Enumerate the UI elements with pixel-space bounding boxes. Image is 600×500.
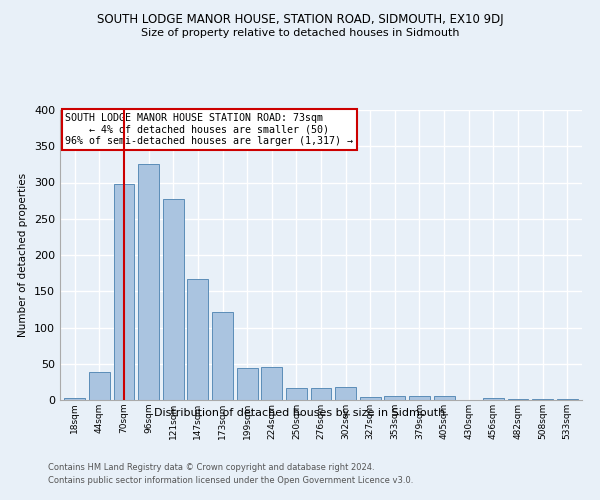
Text: Distribution of detached houses by size in Sidmouth: Distribution of detached houses by size … — [154, 408, 446, 418]
Text: Size of property relative to detached houses in Sidmouth: Size of property relative to detached ho… — [141, 28, 459, 38]
Bar — [138, 164, 159, 400]
Bar — [409, 396, 430, 400]
Bar — [385, 396, 406, 400]
Bar — [434, 396, 455, 400]
Text: SOUTH LODGE MANOR HOUSE, STATION ROAD, SIDMOUTH, EX10 9DJ: SOUTH LODGE MANOR HOUSE, STATION ROAD, S… — [97, 12, 503, 26]
Bar — [483, 398, 504, 400]
Bar — [335, 387, 356, 400]
Bar — [187, 279, 208, 400]
Text: Contains public sector information licensed under the Open Government Licence v3: Contains public sector information licen… — [48, 476, 413, 485]
Text: Contains HM Land Registry data © Crown copyright and database right 2024.: Contains HM Land Registry data © Crown c… — [48, 462, 374, 471]
Text: SOUTH LODGE MANOR HOUSE STATION ROAD: 73sqm
    ← 4% of detached houses are smal: SOUTH LODGE MANOR HOUSE STATION ROAD: 73… — [65, 113, 353, 146]
Bar — [286, 388, 307, 400]
Bar — [113, 184, 134, 400]
Bar — [532, 398, 553, 400]
Bar — [89, 372, 110, 400]
Bar — [163, 199, 184, 400]
Bar — [261, 366, 282, 400]
Bar — [360, 397, 381, 400]
Y-axis label: Number of detached properties: Number of detached properties — [19, 173, 28, 337]
Bar — [64, 398, 85, 400]
Bar — [311, 388, 331, 400]
Bar — [236, 368, 257, 400]
Bar — [212, 312, 233, 400]
